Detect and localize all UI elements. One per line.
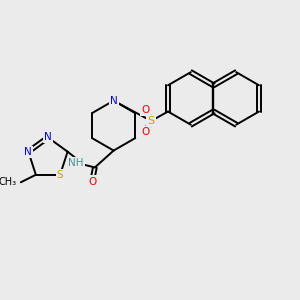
Text: NH: NH <box>68 158 84 168</box>
Text: N: N <box>110 96 118 106</box>
Text: O: O <box>141 105 150 115</box>
Text: S: S <box>148 116 155 126</box>
Text: S: S <box>57 170 63 180</box>
Text: N: N <box>44 132 52 142</box>
Text: O: O <box>88 176 96 187</box>
Text: O: O <box>141 127 150 137</box>
Text: CH₃: CH₃ <box>0 177 17 187</box>
Text: N: N <box>25 147 32 157</box>
